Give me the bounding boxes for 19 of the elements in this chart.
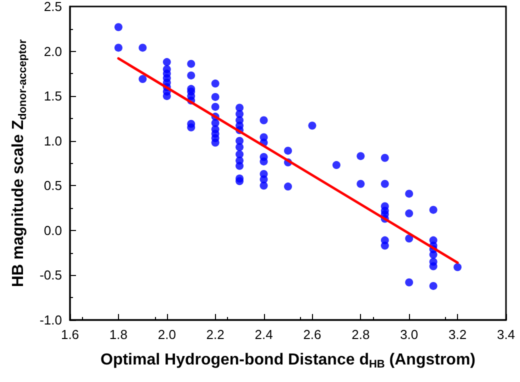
y-tick-label: 0.0 xyxy=(44,222,62,238)
x-tick-label: 3.0 xyxy=(400,327,418,342)
y-tick-label: 0.5 xyxy=(44,178,62,194)
x-tick-label: 2.2 xyxy=(206,327,224,342)
y-tick-label: 1.0 xyxy=(44,133,62,148)
y-axis-title: HB magnitude scale Zdonor-acceptor xyxy=(10,38,30,288)
x-tick-label: 2.8 xyxy=(352,327,370,342)
y-tick-label: 2.5 xyxy=(44,0,62,14)
x-tick-label: 3.4 xyxy=(496,327,516,342)
x-tick-label: 2.6 xyxy=(303,327,322,342)
x-tick-label: 3.2 xyxy=(448,327,467,342)
x-tick-label: 2.4 xyxy=(254,327,273,342)
x-tick-label: 2.0 xyxy=(158,327,176,342)
y-tick-label: -0.5 xyxy=(40,268,62,283)
x-tick-label: 1.6 xyxy=(60,327,80,342)
y-tick-label: 2.0 xyxy=(44,44,62,59)
x-tick-label: 1.8 xyxy=(109,327,128,342)
y-tick-label: 1.5 xyxy=(44,88,62,104)
y-tick-label: -1.0 xyxy=(40,312,62,328)
